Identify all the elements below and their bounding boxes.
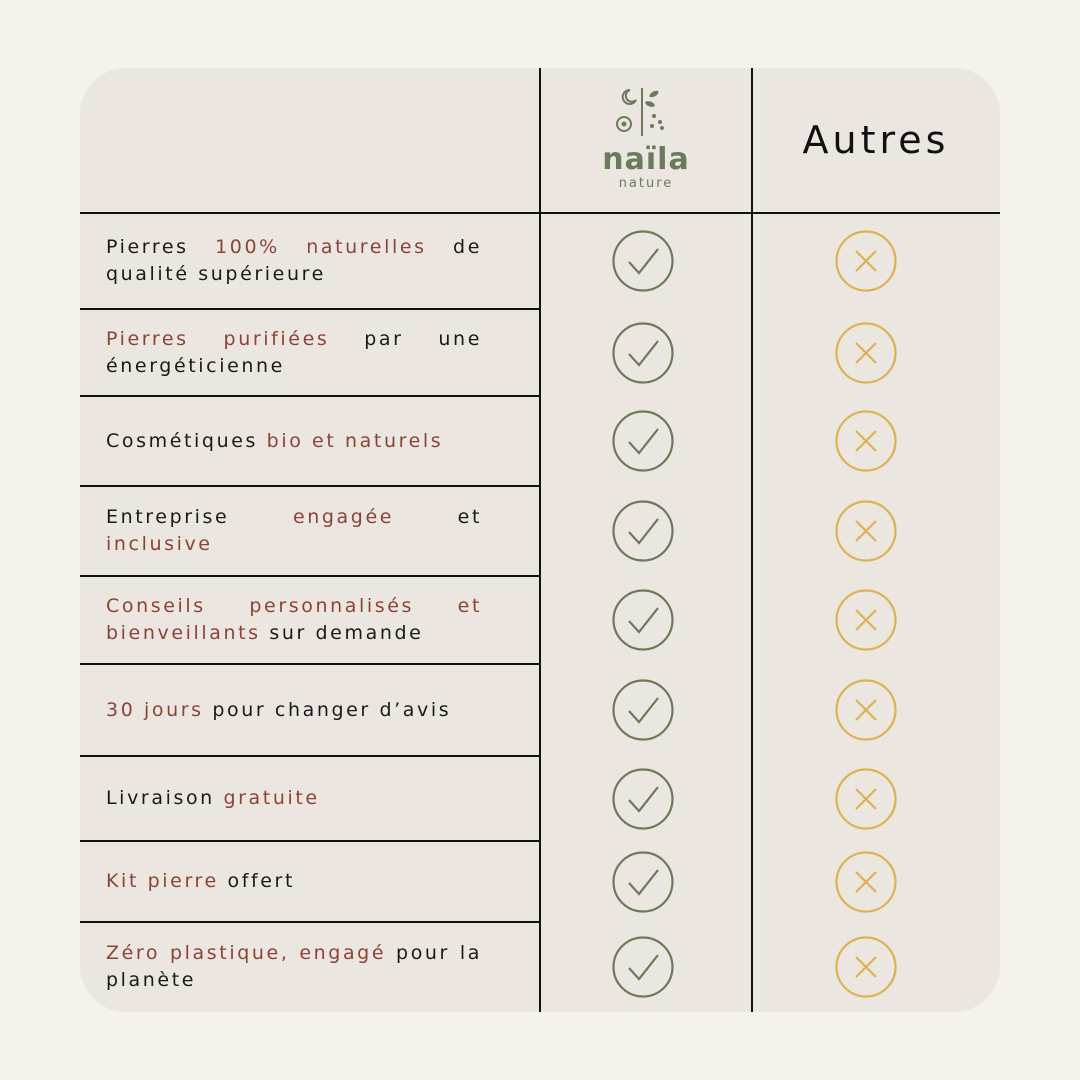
brand-logo (616, 88, 664, 136)
cross-icon (835, 500, 897, 562)
check-icon (612, 589, 674, 651)
feature-text: Conseils personnalisés et bienveillants … (106, 593, 482, 647)
row-divider (80, 575, 540, 577)
check-icon (612, 500, 674, 562)
feature-text: Pierres 100% naturelles de qualité supér… (106, 234, 482, 288)
feature-segment: Livraison (106, 787, 224, 809)
feature-text: 30 jours pour changer d’avis (106, 697, 451, 724)
highlight-text: inclusive (106, 533, 213, 555)
feature-text: Entreprise engagée et inclusive (106, 504, 482, 558)
highlight-text: Conseils personnalisés et bienveillants (106, 595, 482, 644)
feature-segment: par une énergéticienne (106, 327, 482, 377)
feature-cell: Entreprise engagée et inclusive (106, 486, 482, 576)
feature-segment: pour changer d’avis (203, 698, 452, 721)
feature-cell: Zéro plastique, engagé pour la planète (106, 922, 482, 1012)
feature-cell: Pierres 100% naturelles de qualité supér… (106, 213, 482, 309)
cross-icon (835, 679, 897, 741)
highlight-text: bio et naturels (266, 429, 444, 452)
feature-segment: Cosmétiques (106, 429, 267, 452)
column-divider (539, 68, 541, 1012)
brand-name: naïla (602, 142, 690, 177)
highlight-text: 30 jours (106, 698, 204, 721)
row-divider (80, 485, 540, 487)
feature-segment: offert (218, 870, 296, 892)
highlight-text: Pierres purifiées (106, 327, 330, 350)
feature-cell: Livraison gratuite (106, 756, 482, 841)
header-divider (80, 212, 1000, 214)
feature-segment: de qualité supérieure (106, 236, 483, 285)
feature-text: Kit pierre offert (106, 868, 295, 895)
feature-segment: et (394, 506, 482, 528)
highlight-text: gratuite (223, 787, 320, 809)
row-divider (80, 840, 540, 842)
cross-icon (835, 767, 897, 830)
check-icon (612, 679, 674, 741)
check-icon (612, 767, 674, 830)
row-divider (80, 921, 540, 923)
feature-text: Zéro plastique, engagé pour la planète (106, 940, 482, 994)
row-divider (80, 308, 540, 310)
cross-icon (835, 589, 897, 651)
feature-cell: Pierres purifiées par une énergéticienne (106, 309, 482, 396)
check-icon (612, 230, 674, 292)
feature-text: Cosmétiques bio et naturels (106, 428, 443, 455)
feature-cell: Cosmétiques bio et naturels (106, 396, 482, 486)
check-icon (612, 321, 674, 384)
row-divider (80, 755, 540, 757)
feature-cell: Kit pierre offert (106, 841, 482, 922)
check-icon (612, 850, 674, 913)
highlight-text: 100% naturelles (215, 236, 427, 258)
highlight-text: Kit pierre (106, 870, 219, 892)
column-divider (751, 68, 753, 1012)
feature-segment: sur demande (260, 622, 424, 644)
row-divider (80, 395, 540, 397)
row-divider (80, 663, 540, 665)
cross-icon (835, 230, 897, 292)
feature-segment: Entreprise (106, 506, 293, 528)
feature-segment: Pierres (106, 236, 216, 258)
brand-subtitle: nature (618, 176, 674, 191)
feature-cell: Conseils personnalisés et bienveillants … (106, 576, 482, 664)
cross-icon (835, 321, 897, 384)
highlight-text: Zéro plastique, engagé (106, 942, 387, 964)
others-header: Autres (802, 118, 950, 162)
feature-cell: 30 jours pour changer d’avis (106, 664, 482, 756)
check-icon (612, 410, 674, 472)
cross-icon (835, 850, 897, 913)
cross-icon (835, 936, 897, 998)
cross-icon (835, 410, 897, 472)
highlight-text: engagée (292, 506, 395, 528)
feature-text: Livraison gratuite (106, 785, 320, 812)
feature-segment: pour la planète (106, 942, 482, 991)
feature-text: Pierres purifiées par une énergéticienne (106, 326, 482, 380)
check-icon (612, 936, 674, 998)
